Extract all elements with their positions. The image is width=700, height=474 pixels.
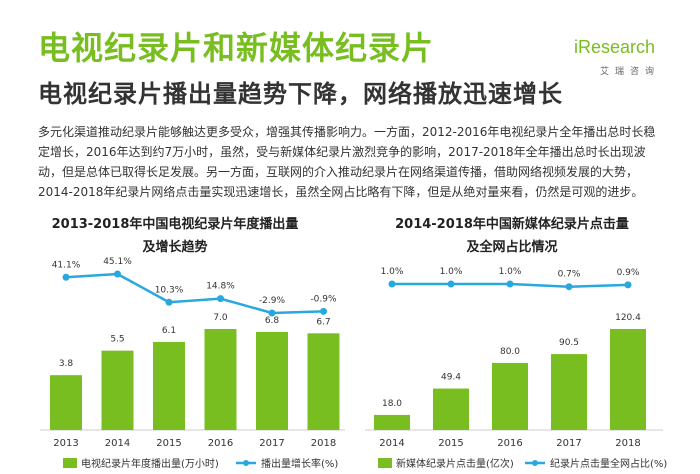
legend-bar-label: 电视纪录片年度播出量(万小时)	[81, 457, 219, 470]
x-tick-label: 2018	[615, 438, 640, 449]
bar-value-label: 5.5	[110, 335, 124, 345]
legend-bar-label: 新媒体纪录片点击量(亿次)	[396, 457, 514, 470]
bar	[433, 388, 469, 430]
bar	[50, 375, 82, 430]
line-point	[320, 307, 327, 315]
line-point	[506, 280, 514, 288]
line-value-label: 1.0%	[440, 267, 463, 277]
line-value-label: -0.9%	[310, 294, 337, 304]
bar	[256, 331, 288, 430]
chart-title-line: 2014-2018年中国新媒体纪录片点击量	[395, 216, 629, 232]
bar-value-label: 18.0	[382, 399, 402, 409]
line-point	[62, 273, 70, 281]
line-value-label: 14.8%	[206, 282, 235, 292]
line-value-label: 0.7%	[558, 270, 581, 280]
bar	[374, 414, 410, 430]
bar	[492, 362, 528, 430]
line-point	[165, 298, 173, 306]
legend-bar-swatch	[63, 458, 77, 468]
bar-value-label: 6.1	[162, 326, 176, 336]
x-tick-label: 2013	[53, 438, 78, 449]
line-point	[114, 270, 121, 278]
line-point	[388, 280, 396, 288]
bar	[101, 350, 134, 430]
bar-value-label: 80.0	[500, 347, 520, 357]
bar	[153, 341, 185, 430]
legend-line-marker	[532, 460, 538, 466]
legend-line-marker	[243, 460, 249, 466]
line-point	[624, 281, 632, 289]
iresearch-logo: iResearch 艾瑞咨询	[574, 36, 674, 84]
page-subtitle: 电视纪录片播出量趋势下降，网络播放迅速增长	[38, 80, 563, 108]
logo-subtext: 艾瑞咨询	[600, 67, 661, 77]
line-point	[268, 309, 276, 317]
chart-title-line: 及全网占比情况	[466, 239, 557, 255]
bar-value-label: 90.5	[559, 338, 579, 348]
bar-value-label: 3.8	[59, 359, 74, 369]
bar	[551, 354, 587, 430]
x-tick-label: 2016	[497, 438, 522, 449]
x-tick-label: 2018	[311, 438, 336, 449]
legend-bar-swatch	[378, 458, 392, 468]
x-tick-label: 2016	[208, 438, 233, 449]
x-tick-label: 2017	[259, 438, 284, 449]
bar	[610, 329, 646, 430]
bar-value-label: 6.8	[265, 316, 280, 326]
chart-title-line: 及增长趋势	[142, 239, 207, 255]
line-value-label: 10.3%	[155, 285, 184, 295]
line-value-label: -2.9%	[259, 296, 286, 306]
x-tick-label: 2017	[556, 438, 581, 449]
line-point	[447, 280, 455, 288]
bar	[204, 329, 237, 430]
page-title: 电视纪录片和新媒体纪录片	[38, 29, 435, 67]
x-tick-label: 2015	[156, 438, 181, 449]
line-point	[217, 295, 224, 303]
line-value-label: 0.9%	[617, 268, 640, 278]
x-tick-label: 2015	[438, 438, 463, 449]
bar-value-label: 6.7	[316, 317, 330, 327]
x-tick-label: 2014	[379, 438, 404, 449]
legend-line-label: 播出量增长率(%)	[261, 457, 338, 470]
intro-paragraph: 多元化渠道推动纪录片能够触达更多受众，增强其传播影响力。一方面，2012-201…	[38, 125, 656, 199]
bar-value-label: 49.4	[441, 373, 461, 383]
legend-line-label: 纪录片点击量全网占比(%)	[550, 457, 667, 470]
bar-value-label: 120.4	[615, 313, 641, 323]
line-series	[65, 272, 324, 315]
chart-title-line: 2013-2018年中国电视纪录片年度播出量	[52, 216, 299, 232]
logo-text: iResearch	[574, 37, 656, 57]
bar-value-label: 7.0	[213, 313, 228, 323]
bar	[307, 333, 340, 430]
line-value-label: 1.0%	[499, 267, 522, 277]
x-tick-label: 2014	[105, 438, 130, 449]
line-value-label: 1.0%	[381, 267, 404, 277]
line-point	[565, 283, 573, 291]
line-value-label: 45.1%	[103, 257, 132, 267]
line-value-label: 41.1%	[52, 260, 81, 270]
